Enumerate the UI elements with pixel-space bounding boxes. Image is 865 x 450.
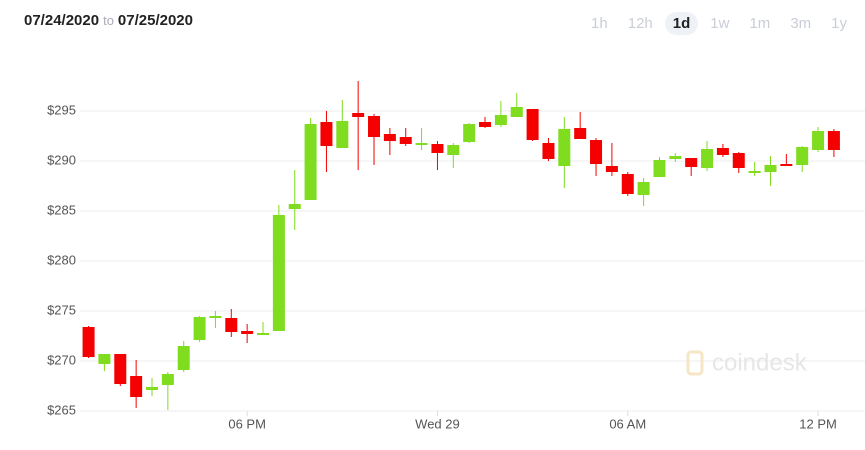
y-tick-label: $265	[47, 402, 76, 417]
candle-body	[383, 134, 396, 141]
candle-body	[368, 116, 381, 137]
range-button[interactable]: 1h	[591, 15, 608, 32]
y-tick-label: $295	[47, 102, 76, 117]
candle-body	[320, 122, 333, 146]
candle-body	[399, 137, 412, 144]
candle-body	[209, 316, 222, 318]
candle-body	[114, 354, 127, 384]
candle-body	[526, 109, 539, 140]
candle-body	[130, 376, 143, 397]
candle-body	[463, 124, 476, 142]
candle-body	[621, 174, 634, 194]
candle-body	[161, 374, 174, 385]
x-tick-label: 06 PM	[228, 416, 266, 431]
range-button[interactable]: 1d	[664, 12, 699, 35]
candle-body	[241, 331, 254, 334]
candle-body	[542, 143, 555, 159]
candle-body	[796, 147, 809, 165]
watermark-text: coindesk	[712, 349, 808, 376]
candle-body	[431, 144, 444, 153]
candle-body	[98, 354, 111, 364]
candle-body	[764, 165, 777, 172]
candle-body	[716, 148, 729, 155]
date-range: 07/24/2020 to 07/25/2020	[24, 12, 193, 29]
candle-body	[145, 387, 158, 390]
candle-body	[336, 121, 349, 148]
candle-body	[288, 204, 301, 209]
candle-body	[510, 107, 523, 117]
y-tick-label: $280	[47, 252, 76, 267]
candle-body	[225, 318, 238, 332]
y-tick-label: $290	[47, 152, 76, 167]
candle-body	[352, 113, 365, 117]
candle-body	[827, 131, 840, 150]
y-tick-label: $275	[47, 302, 76, 317]
candle-body	[272, 215, 285, 331]
watermark-logo	[686, 350, 704, 376]
candle-body	[193, 317, 206, 340]
candle-body	[82, 327, 95, 357]
y-tick-label: $270	[47, 352, 76, 367]
candle-body	[558, 129, 571, 166]
candle-body	[685, 158, 698, 167]
to-date: 07/25/2020	[117, 12, 193, 29]
range-button[interactable]: 1y	[831, 15, 847, 32]
to-word: to	[103, 13, 114, 28]
candle-body	[574, 128, 587, 139]
candle-body	[732, 153, 745, 168]
x-tick-label: 12 PM	[799, 416, 837, 431]
range-selector: 1h 12h 1d 1w 1m 3m 1y	[583, 12, 855, 35]
candle-body	[479, 122, 492, 127]
candle-body	[637, 182, 650, 195]
candle-body	[653, 160, 666, 177]
candle-body	[669, 156, 682, 159]
candle-body	[605, 166, 618, 172]
candle-body	[812, 131, 825, 150]
y-tick-label: $285	[47, 202, 76, 217]
x-tick-label: Wed 29	[415, 416, 460, 431]
range-button[interactable]: 3m	[790, 15, 812, 32]
watermark: coindesk	[686, 349, 808, 376]
x-tick-label: 06 AM	[609, 416, 646, 431]
candle-body	[780, 164, 793, 166]
candle-body	[748, 171, 761, 173]
range-button[interactable]: 1m	[749, 15, 771, 32]
range-button[interactable]: 1w	[710, 15, 730, 32]
candle-body	[415, 143, 428, 145]
candle-body	[494, 115, 507, 125]
range-button[interactable]: 12h	[627, 15, 653, 32]
from-date: 07/24/2020	[24, 12, 100, 29]
candle-body	[447, 145, 460, 155]
candle-body	[177, 346, 190, 370]
candle-body	[257, 333, 270, 335]
candle-body	[701, 149, 714, 168]
candle-body	[304, 124, 317, 200]
candle-body	[590, 140, 603, 164]
